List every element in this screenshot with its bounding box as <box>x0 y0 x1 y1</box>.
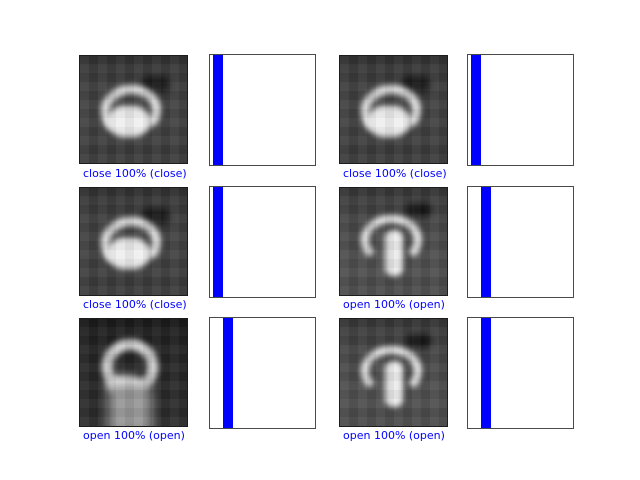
probability-bar <box>213 55 223 165</box>
probability-bar-chart <box>209 317 316 429</box>
dark-smudge-shape <box>400 76 430 94</box>
probability-bar-chart <box>467 54 574 166</box>
prediction-label: open 100% (open) <box>343 298 445 311</box>
prediction-label: close 100% (close) <box>83 298 187 311</box>
prediction-label: close 100% (close) <box>83 167 187 180</box>
probability-bar <box>213 187 223 297</box>
pixelation-overlay <box>340 188 447 295</box>
prediction-label: close 100% (close) <box>343 167 447 180</box>
probability-bar-chart <box>467 186 574 298</box>
prediction-label: open 100% (open) <box>343 429 445 442</box>
thermal-hand-image <box>79 55 188 164</box>
pixelation-overlay <box>340 56 447 163</box>
wrist-column-shape <box>107 384 152 426</box>
probability-bar <box>481 318 491 428</box>
thermal-hand-image <box>79 318 188 427</box>
thermal-hand-image <box>79 187 188 296</box>
fist-blob-shape <box>365 106 411 138</box>
fist-blob-shape <box>105 238 151 270</box>
thumb-stem-shape <box>384 360 404 407</box>
prediction-label: open 100% (open) <box>83 429 185 442</box>
probability-bar-chart <box>467 317 574 429</box>
thermal-hand-image <box>339 187 448 296</box>
pixelation-overlay <box>340 319 447 426</box>
probability-bar <box>481 187 491 297</box>
fist-blob-shape <box>105 106 151 138</box>
pixelation-overlay <box>80 188 187 295</box>
probability-bar-chart <box>209 54 316 166</box>
thumb-stem-shape <box>384 229 404 276</box>
thermal-hand-image <box>339 318 448 427</box>
pixelation-overlay <box>80 319 187 426</box>
dark-smudge-shape <box>406 201 432 218</box>
thermal-hand-image <box>339 55 448 164</box>
dark-smudge-shape <box>140 76 170 94</box>
dark-smudge-shape <box>406 332 432 349</box>
arch-shape <box>361 345 423 397</box>
probability-bar-chart <box>209 186 316 298</box>
dark-smudge-shape <box>140 208 170 226</box>
probability-bar <box>223 318 233 428</box>
arch-shape <box>361 214 423 266</box>
probability-bar <box>471 55 481 165</box>
pixelation-overlay <box>80 56 187 163</box>
